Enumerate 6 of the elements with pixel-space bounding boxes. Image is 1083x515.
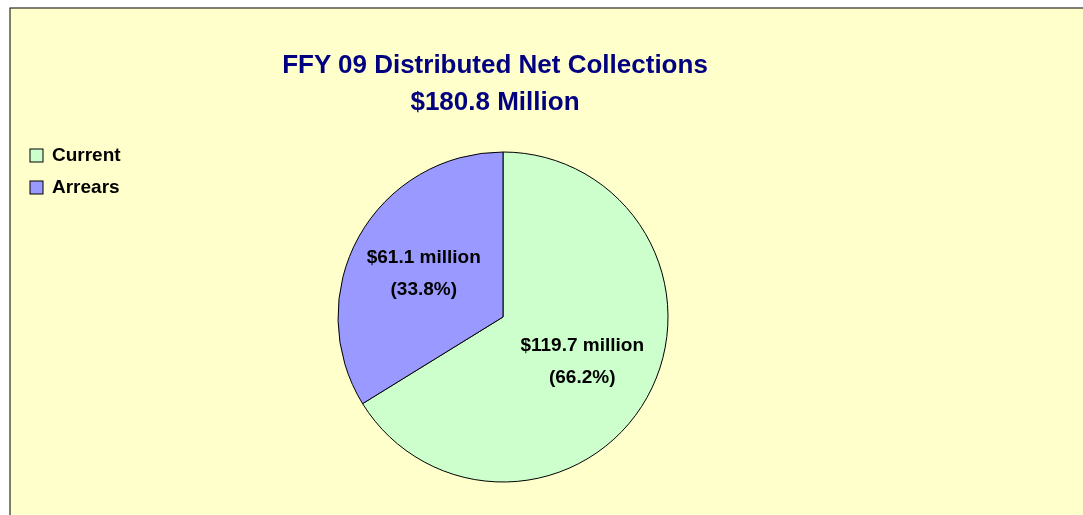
data-label: $61.1 million (33.8%) — [366, 245, 481, 299]
data-label: $119.7 million (66.2%) — [520, 334, 645, 388]
legend-label: Current — [52, 144, 122, 165]
chart-title: FFY 09 Distributed Net Collections — [282, 49, 708, 79]
chart-subtitle: $180.8 Million — [410, 86, 580, 116]
legend-label: Arrears — [52, 176, 120, 197]
